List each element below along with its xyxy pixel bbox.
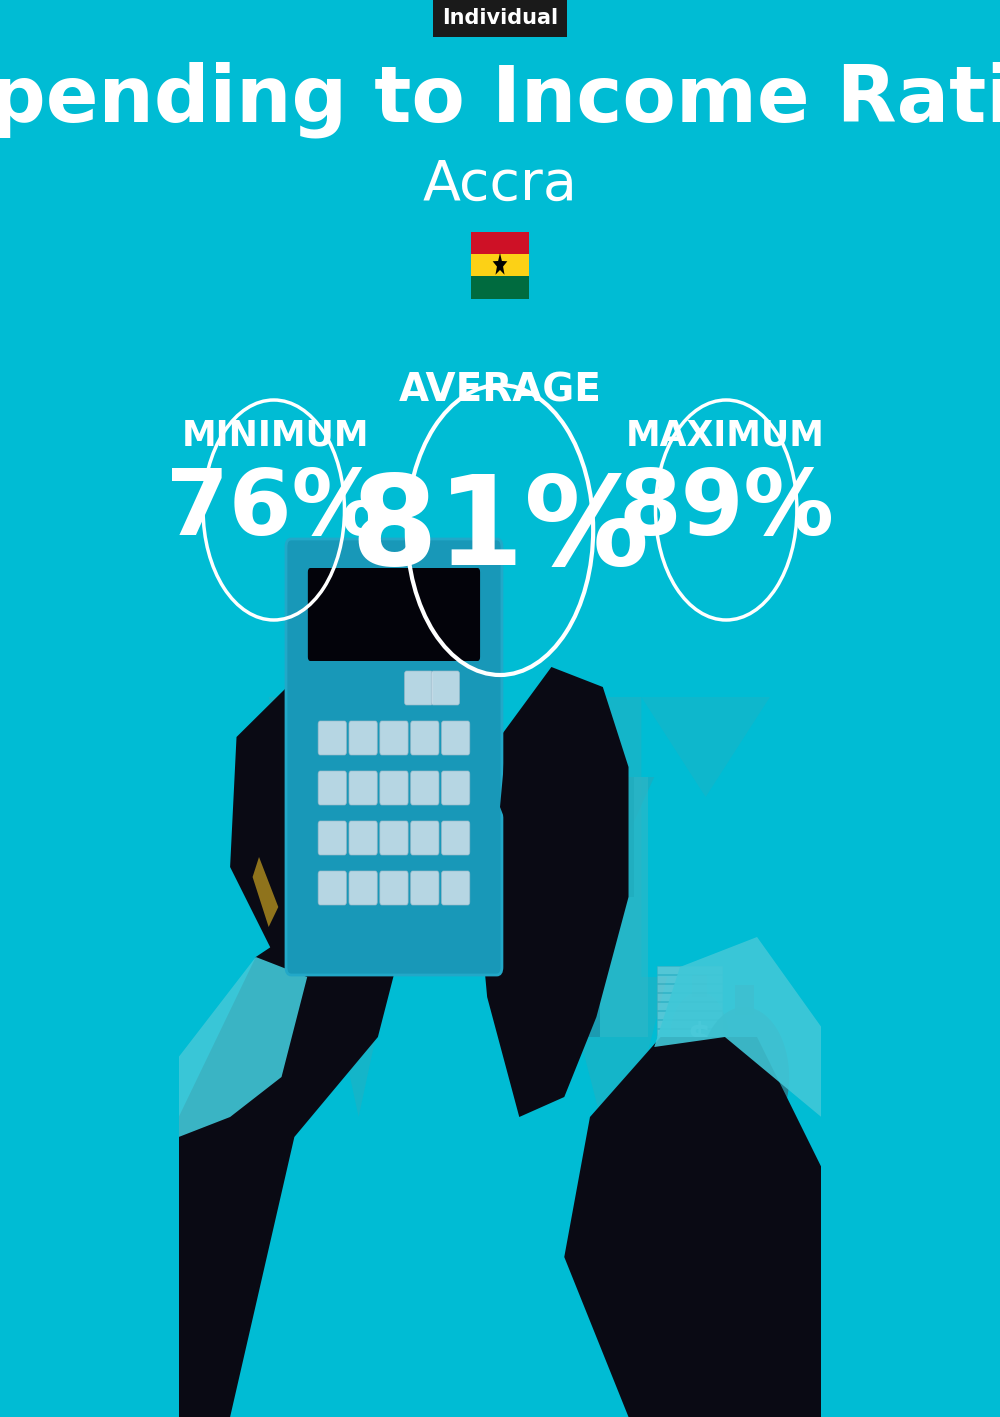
FancyBboxPatch shape [318, 771, 346, 805]
Polygon shape [253, 857, 278, 927]
Bar [657, 993, 722, 1000]
FancyBboxPatch shape [318, 721, 346, 755]
Polygon shape [493, 254, 507, 275]
Circle shape [670, 992, 728, 1083]
Bar [735, 985, 754, 1015]
FancyBboxPatch shape [286, 538, 502, 975]
FancyBboxPatch shape [442, 721, 470, 755]
Polygon shape [230, 667, 455, 956]
FancyBboxPatch shape [308, 568, 480, 660]
Text: Individual: Individual [442, 9, 558, 28]
Polygon shape [564, 1037, 821, 1417]
Text: $: $ [727, 1053, 762, 1101]
Bar [692, 975, 707, 998]
FancyBboxPatch shape [380, 721, 408, 755]
FancyBboxPatch shape [380, 871, 408, 905]
Polygon shape [500, 727, 571, 857]
Bar [657, 975, 722, 983]
Bar [657, 1029, 722, 1037]
Text: 89%: 89% [618, 466, 834, 554]
FancyBboxPatch shape [349, 771, 377, 805]
FancyBboxPatch shape [442, 871, 470, 905]
Bar [471, 276, 529, 299]
Text: AVERAGE: AVERAGE [399, 371, 601, 410]
FancyBboxPatch shape [318, 871, 346, 905]
Bar [657, 1010, 722, 1019]
FancyBboxPatch shape [442, 771, 470, 805]
Bar [506, 777, 648, 1037]
Bar [657, 1002, 722, 1010]
FancyBboxPatch shape [442, 820, 470, 854]
FancyBboxPatch shape [411, 820, 439, 854]
FancyBboxPatch shape [405, 672, 433, 706]
FancyBboxPatch shape [380, 771, 408, 805]
Polygon shape [179, 956, 307, 1136]
FancyBboxPatch shape [411, 721, 439, 755]
FancyBboxPatch shape [380, 820, 408, 854]
Text: Spending to Income Ratio: Spending to Income Ratio [0, 62, 1000, 139]
Polygon shape [474, 667, 629, 1117]
FancyBboxPatch shape [431, 672, 460, 706]
Text: Accra: Accra [423, 159, 577, 213]
Polygon shape [564, 697, 667, 1178]
FancyBboxPatch shape [349, 820, 377, 854]
Bar [657, 983, 722, 992]
Polygon shape [500, 777, 654, 947]
Text: MINIMUM: MINIMUM [181, 418, 369, 452]
Polygon shape [179, 897, 404, 1417]
FancyBboxPatch shape [349, 871, 377, 905]
Text: $: $ [688, 1020, 711, 1053]
FancyBboxPatch shape [318, 820, 346, 854]
FancyBboxPatch shape [349, 721, 377, 755]
Text: 81%: 81% [350, 469, 650, 591]
Polygon shape [269, 697, 449, 1117]
Bar [616, 777, 634, 897]
Circle shape [699, 1007, 789, 1146]
Bar [471, 254, 529, 276]
Text: MAXIMUM: MAXIMUM [625, 418, 824, 452]
Polygon shape [654, 937, 821, 1117]
Bar [657, 966, 722, 973]
FancyBboxPatch shape [411, 871, 439, 905]
Bar [471, 231, 529, 254]
Text: 76%: 76% [166, 466, 382, 554]
Bar [657, 1020, 722, 1027]
FancyBboxPatch shape [411, 771, 439, 805]
Polygon shape [641, 697, 770, 796]
Bar [564, 927, 600, 1037]
